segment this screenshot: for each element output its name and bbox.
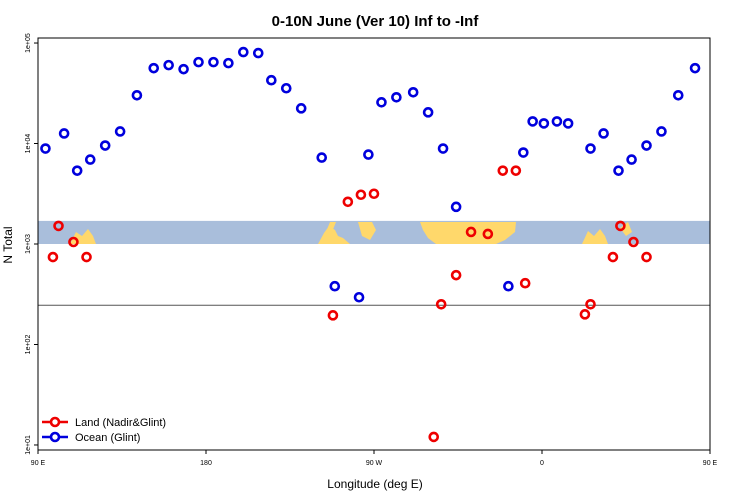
land-point: [327, 310, 339, 321]
ocean-point: [598, 128, 609, 139]
land-patch: [358, 222, 376, 240]
ocean-point: [84, 154, 96, 165]
land-point: [53, 220, 64, 232]
map-strip: [38, 220, 710, 244]
ocean-point: [238, 46, 249, 58]
land-point: [615, 220, 626, 232]
land-patch: [326, 222, 336, 232]
ocean-point: [71, 165, 83, 176]
land-point: [450, 269, 462, 281]
ocean-point: [148, 62, 160, 74]
ocean-point: [295, 103, 307, 114]
x-tick-label: 90 E: [31, 460, 46, 467]
legend-marker: [49, 431, 61, 443]
ocean-point: [376, 97, 387, 108]
land-patch: [620, 222, 632, 236]
x-axis: 90 E 180 90 W 0 90 E: [31, 450, 718, 467]
land-point: [428, 431, 440, 443]
data-points: [40, 46, 701, 443]
x-tick-label: 0: [540, 460, 544, 467]
y-axis: 1e+01 1e+02 1e+03 1e+04 1e+05: [25, 33, 38, 455]
x-tick-label: 180: [200, 460, 212, 467]
land-point: [510, 165, 522, 176]
ocean-point: [363, 149, 374, 160]
ocean-point: [208, 56, 219, 68]
x-axis-label: Longitude (deg E): [327, 477, 422, 491]
land-point: [81, 251, 92, 263]
ocean-point: [538, 118, 550, 129]
ocean-point: [40, 143, 51, 154]
land-point: [342, 196, 354, 208]
ocean-point: [437, 143, 449, 154]
ocean-point: [422, 107, 434, 118]
ocean-point: [551, 116, 563, 127]
ocean-point: [266, 74, 277, 86]
land-point: [368, 188, 380, 200]
ocean-point: [131, 89, 143, 101]
ocean-point: [58, 128, 70, 139]
legend-marker: [49, 416, 61, 428]
ocean-point: [223, 57, 234, 69]
land-point: [465, 226, 477, 238]
land-point: [47, 251, 59, 263]
legend-label: Ocean (Glint): [75, 432, 140, 444]
ocean-point: [641, 140, 652, 151]
legend-label: Land (Nadir&Glint): [75, 417, 166, 429]
ocean-point: [114, 126, 126, 137]
ocean-point: [407, 86, 419, 98]
land-patch: [318, 226, 350, 244]
ocean-point: [503, 280, 514, 292]
y-tick-label: 1e+05: [25, 33, 32, 53]
land-point: [579, 309, 591, 320]
ocean-point: [329, 280, 341, 292]
y-tick-label: 1e+02: [25, 335, 32, 355]
ocean-point: [518, 147, 529, 158]
ocean-point: [656, 126, 667, 137]
land-point: [519, 277, 531, 289]
x-tick-label: 90 E: [703, 460, 718, 467]
ocean-point: [353, 291, 365, 303]
land-point: [628, 236, 639, 248]
ocean-point: [613, 165, 624, 176]
ocean-point: [193, 56, 204, 68]
y-tick-label: 1e+04: [25, 134, 32, 154]
ocean-point: [178, 63, 189, 75]
ocean-point: [163, 59, 174, 71]
map-strip-land: [70, 222, 632, 244]
ocean-point: [626, 154, 637, 165]
ocean-point: [585, 143, 596, 154]
land-patch: [582, 229, 608, 244]
y-tick-label: 1e+01: [25, 435, 32, 455]
land-point: [68, 236, 79, 248]
land-point: [435, 298, 447, 310]
ocean-point: [316, 152, 328, 163]
ocean-point: [689, 62, 701, 74]
ocean-point: [280, 82, 292, 94]
legend: Land (Nadir&Glint) Ocean (Glint): [42, 416, 166, 444]
land-point: [585, 298, 596, 310]
land-point: [641, 251, 652, 263]
land-point: [482, 228, 494, 240]
x-tick-label: 90 W: [366, 460, 383, 467]
ocean-point: [450, 201, 462, 213]
land-point: [607, 251, 619, 263]
ocean-point: [252, 47, 264, 59]
ocean-point: [391, 91, 402, 103]
chart-title: 0-10N June (Ver 10) Inf to -Inf: [272, 13, 480, 30]
y-axis-label: N Total: [1, 226, 15, 263]
land-point: [355, 189, 367, 201]
ocean-point: [527, 116, 538, 127]
ocean-point: [562, 118, 574, 129]
ocean-point: [672, 89, 684, 101]
y-tick-label: 1e+03: [25, 234, 32, 254]
ocean-point: [99, 140, 111, 151]
land-point: [497, 165, 509, 176]
